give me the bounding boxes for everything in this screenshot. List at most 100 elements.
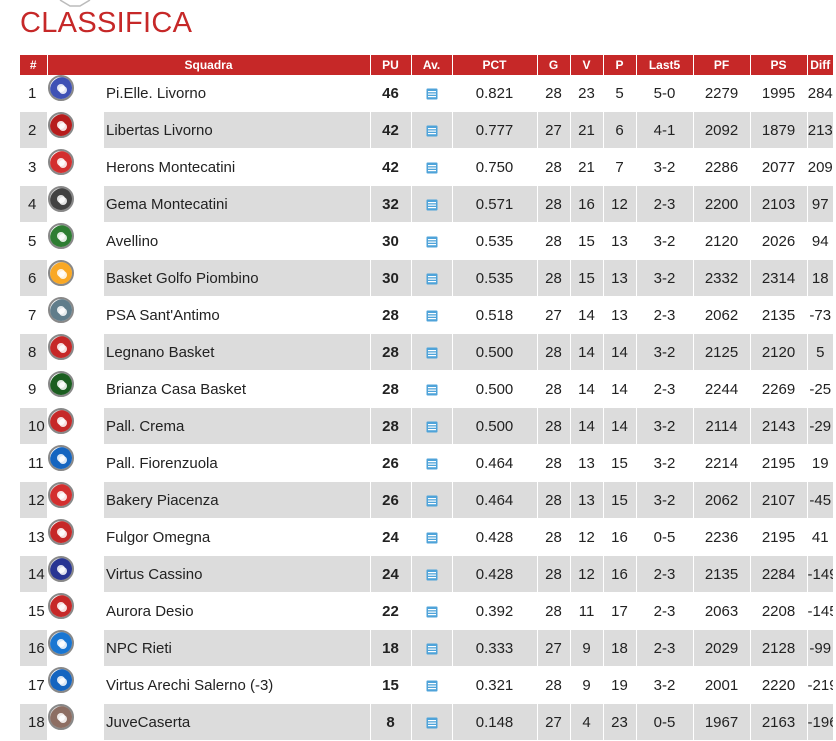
table-row[interactable]: 8 Legnano Basket 28 0.500 28 14 14 3-2 2125 2120 5 — [20, 333, 834, 371]
cell-details[interactable] — [411, 555, 453, 593]
cell-details[interactable] — [411, 333, 453, 371]
col-header-losses: P — [603, 55, 637, 75]
document-list-icon[interactable] — [426, 643, 438, 655]
cell-details[interactable] — [411, 407, 453, 445]
cell-details[interactable] — [411, 259, 453, 297]
cell-games: 28 — [537, 222, 571, 260]
cell-losses: 12 — [603, 185, 637, 223]
cell-points: 28 — [370, 296, 412, 334]
document-list-icon[interactable] — [426, 236, 438, 248]
cell-pct: 0.464 — [452, 444, 538, 482]
document-list-icon[interactable] — [426, 384, 438, 396]
table-row[interactable]: 4 Gema Montecatini 32 0.571 28 16 12 2-3 2200 210… — [20, 185, 834, 223]
cell-team-name[interactable]: Brianza Casa Basket — [104, 370, 371, 408]
cell-details[interactable] — [411, 629, 453, 667]
table-row[interactable]: 3 Herons Montecatini 42 0.750 28 21 7 3-2 2286 20… — [20, 148, 834, 186]
document-list-icon[interactable] — [426, 162, 438, 174]
document-list-icon[interactable] — [426, 347, 438, 359]
cell-team-name[interactable]: Pall. Fiorenzuola — [104, 444, 371, 482]
col-header-points-against: PS — [750, 55, 808, 75]
document-list-icon[interactable] — [426, 421, 438, 433]
cell-points-against: 2103 — [750, 185, 808, 223]
cell-details[interactable] — [411, 185, 453, 223]
cell-details[interactable] — [411, 370, 453, 408]
table-row[interactable]: 16 NPC Rieti 18 0.333 27 9 18 2-3 2029 2128 -99 — [20, 629, 834, 667]
document-list-icon[interactable] — [426, 495, 438, 507]
cell-losses: 13 — [603, 296, 637, 334]
cell-details[interactable] — [411, 444, 453, 482]
cell-team-name[interactable]: Fulgor Omegna — [104, 518, 371, 556]
table-row[interactable]: 17 Virtus Arechi Salerno (-3) 15 0.321 28 9 19… — [20, 666, 834, 704]
cell-details[interactable] — [411, 75, 453, 112]
cell-team-name[interactable]: Pall. Crema — [104, 407, 371, 445]
document-list-icon[interactable] — [426, 310, 438, 322]
cell-last5: 2-3 — [636, 370, 694, 408]
document-list-icon[interactable] — [426, 569, 438, 581]
document-list-icon[interactable] — [426, 125, 438, 137]
table-row[interactable]: 1 Pi.Elle. Livorno 46 0.821 28 23 5 5-0 2279 1995… — [20, 75, 834, 112]
cell-details[interactable] — [411, 666, 453, 704]
table-row[interactable]: 9 Brianza Casa Basket 28 0.500 28 14 14 2-3 2244… — [20, 370, 834, 408]
cell-team-name[interactable]: Legnano Basket — [104, 333, 371, 371]
cell-team-name[interactable]: Gema Montecatini — [104, 185, 371, 223]
cell-logo — [47, 518, 74, 545]
cell-details[interactable] — [411, 703, 453, 741]
col-header-games: G — [537, 55, 571, 75]
cell-team-name[interactable]: Herons Montecatini — [104, 148, 371, 186]
cell-diff: 213 — [807, 111, 834, 149]
document-list-icon[interactable] — [426, 273, 438, 285]
cell-points-for: 2244 — [693, 370, 751, 408]
cell-team-name[interactable]: Avellino — [104, 222, 371, 260]
libertas-livorno-logo-icon — [49, 113, 72, 136]
cell-team-name[interactable]: NPC Rieti — [104, 629, 371, 667]
cell-team-name[interactable]: Virtus Cassino — [104, 555, 371, 593]
cell-points-for: 2332 — [693, 259, 751, 297]
document-list-icon[interactable] — [426, 680, 438, 692]
cell-points-against: 2220 — [750, 666, 808, 704]
cell-details[interactable] — [411, 222, 453, 260]
cell-points-against: 2269 — [750, 370, 808, 408]
cell-details[interactable] — [411, 481, 453, 519]
document-list-icon[interactable] — [426, 606, 438, 618]
cell-last5: 2-3 — [636, 296, 694, 334]
cell-details[interactable] — [411, 518, 453, 556]
cell-pct: 0.518 — [452, 296, 538, 334]
cell-team-name[interactable]: Libertas Livorno — [104, 111, 371, 149]
cell-team-name[interactable]: Virtus Arechi Salerno (-3) — [104, 666, 371, 704]
psa-santantimo-logo-icon — [49, 298, 72, 321]
cell-details[interactable] — [411, 592, 453, 630]
cell-team-name[interactable]: JuveCaserta — [104, 703, 371, 741]
table-row[interactable]: 15 Aurora Desio 22 0.392 28 11 17 2-3 2063 2208 -1… — [20, 592, 834, 630]
document-list-icon[interactable] — [426, 458, 438, 470]
table-row[interactable]: 10 Pall. Crema 28 0.500 28 14 14 3-2 2114 2143 -29 — [20, 407, 834, 445]
cell-team-name[interactable]: Basket Golfo Piombino — [104, 259, 371, 297]
cell-last5: 3-2 — [636, 333, 694, 371]
document-list-icon[interactable] — [426, 532, 438, 544]
cell-details[interactable] — [411, 148, 453, 186]
cell-pct: 0.333 — [452, 629, 538, 667]
table-row[interactable]: 13 Fulgor Omegna 24 0.428 28 12 16 0-5 2236 2195 4… — [20, 518, 834, 556]
table-row[interactable]: 7 PSA Sant'Antimo 28 0.518 27 14 13 2-3 2062 2135… — [20, 296, 834, 334]
document-list-icon[interactable] — [426, 199, 438, 211]
cell-team-name[interactable]: PSA Sant'Antimo — [104, 296, 371, 334]
cell-details[interactable] — [411, 111, 453, 149]
cell-points-for: 2236 — [693, 518, 751, 556]
col-header-points-for: PF — [693, 55, 751, 75]
cell-team-name[interactable]: Pi.Elle. Livorno — [104, 75, 371, 112]
document-list-icon[interactable] — [426, 88, 438, 100]
document-list-icon[interactable] — [426, 717, 438, 729]
table-row[interactable]: 14 Virtus Cassino 24 0.428 28 12 16 2-3 2135 2284… — [20, 555, 834, 593]
cell-team-name[interactable]: Aurora Desio — [104, 592, 371, 630]
table-row[interactable]: 12 Bakery Piacenza 26 0.464 28 13 15 3-2 2062 210… — [20, 481, 834, 519]
cell-wins: 15 — [570, 222, 604, 260]
cell-logo — [47, 333, 74, 360]
cell-details[interactable] — [411, 296, 453, 334]
cell-team-name[interactable]: Bakery Piacenza — [104, 481, 371, 519]
cell-games: 28 — [537, 75, 571, 112]
cell-points-for: 2125 — [693, 333, 751, 371]
table-row[interactable]: 5 Avellino 30 0.535 28 15 13 3-2 2120 2026 94 — [20, 222, 834, 260]
table-row[interactable]: 11 Pall. Fiorenzuola 26 0.464 28 13 15 3-2 2214 2… — [20, 444, 834, 482]
table-row[interactable]: 6 Basket Golfo Piombino 30 0.535 28 15 13 3-2 23… — [20, 259, 834, 297]
table-row[interactable]: 2 Libertas Livorno 42 0.777 27 21 6 4-1 2092 1879… — [20, 111, 834, 149]
